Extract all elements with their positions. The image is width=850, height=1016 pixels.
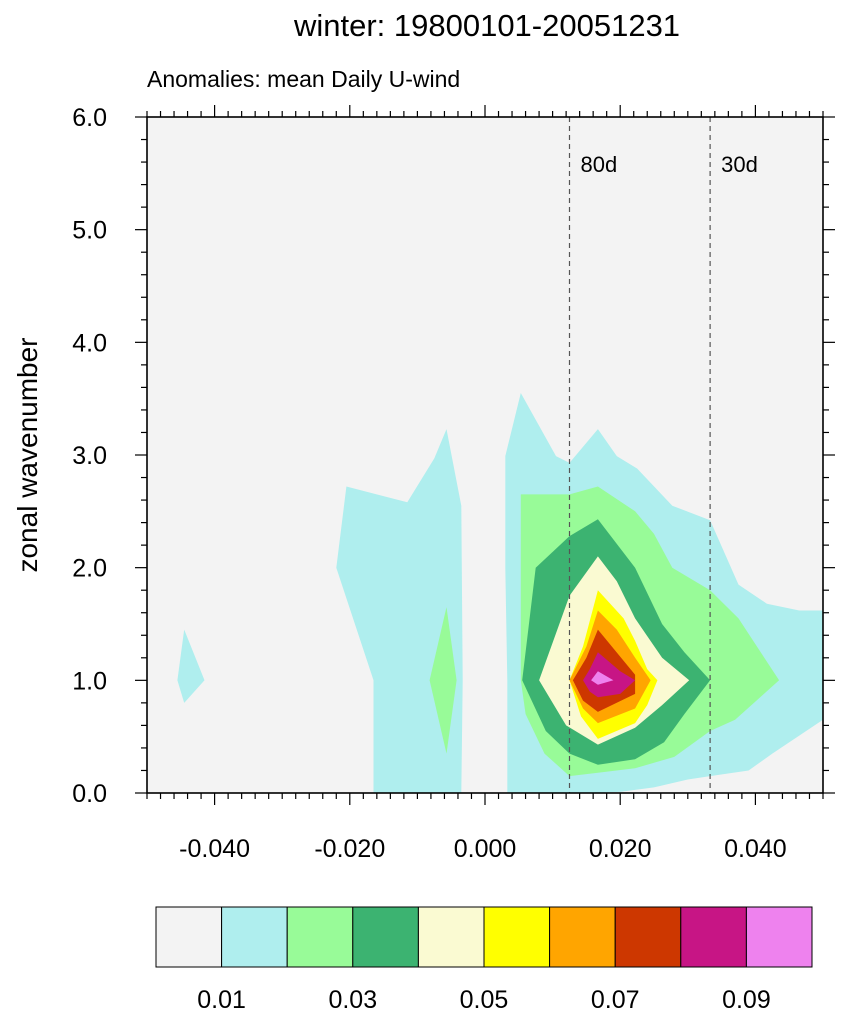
colorbar-swatch-3	[352, 906, 419, 968]
x-tick-label: -0.040	[179, 835, 250, 863]
y-tick-label: 4.0	[72, 329, 107, 357]
colorbar-swatch-6	[549, 906, 616, 968]
colorbar-swatch-1	[221, 906, 288, 968]
contour-region-0.08-0	[583, 652, 636, 698]
contour-region-0.01-1	[336, 429, 463, 793]
colorbar-swatch-5	[483, 906, 551, 968]
colorbar-swatch-7	[614, 906, 682, 968]
x-tick-label: -0.020	[314, 835, 385, 863]
y-tick-label: 6.0	[72, 104, 107, 132]
x-tick-label: 0.020	[589, 835, 652, 863]
y-tick-label: 5.0	[72, 217, 107, 245]
colorbar-label: 0.01	[197, 986, 246, 1014]
colorbar-swatch-4	[417, 906, 485, 968]
y-tick-label: 2.0	[72, 555, 107, 583]
reference-lines: 80d 30d	[568, 117, 758, 793]
reference-line-label-0: 80d	[581, 152, 618, 177]
colorbar-swatch-8	[680, 906, 747, 968]
plot-frame	[146, 116, 824, 794]
colorbar-swatch-2	[286, 906, 354, 968]
chart-title: winter: 19800101-20051231	[293, 8, 680, 43]
y-tick-label: 0.0	[72, 780, 107, 808]
y-axis-label: zonal wavenumber	[12, 337, 43, 572]
colorbar: 0.01 0.03 0.05 0.07 0.09	[155, 906, 813, 1014]
x-tick-label: 0.000	[454, 835, 517, 863]
contour-region-0.09-0	[591, 671, 614, 685]
axis-ticks	[135, 105, 835, 805]
contour-region-0.02-0	[429, 607, 457, 754]
colorbar-label: 0.07	[591, 986, 640, 1014]
y-tick-label: 3.0	[72, 442, 107, 470]
colorbar-swatch-9	[745, 906, 813, 968]
y-tick-label: 1.0	[72, 667, 107, 695]
colorbar-label: 0.03	[328, 986, 377, 1014]
tick-labels: -0.040 -0.020 0.000 0.020 0.040 0.0 1.0 2.0 3.0 4…	[72, 104, 786, 863]
colorbar-label: 0.09	[722, 986, 771, 1014]
x-tick-label: 0.040	[724, 835, 787, 863]
reference-line-label-1: 30d	[721, 152, 758, 177]
chart-subtitle: Anomalies: mean Daily U-wind	[147, 66, 460, 92]
colorbar-swatch-0	[155, 906, 223, 968]
contour-region-0.01-0	[177, 629, 205, 703]
colorbar-label: 0.05	[460, 986, 509, 1014]
